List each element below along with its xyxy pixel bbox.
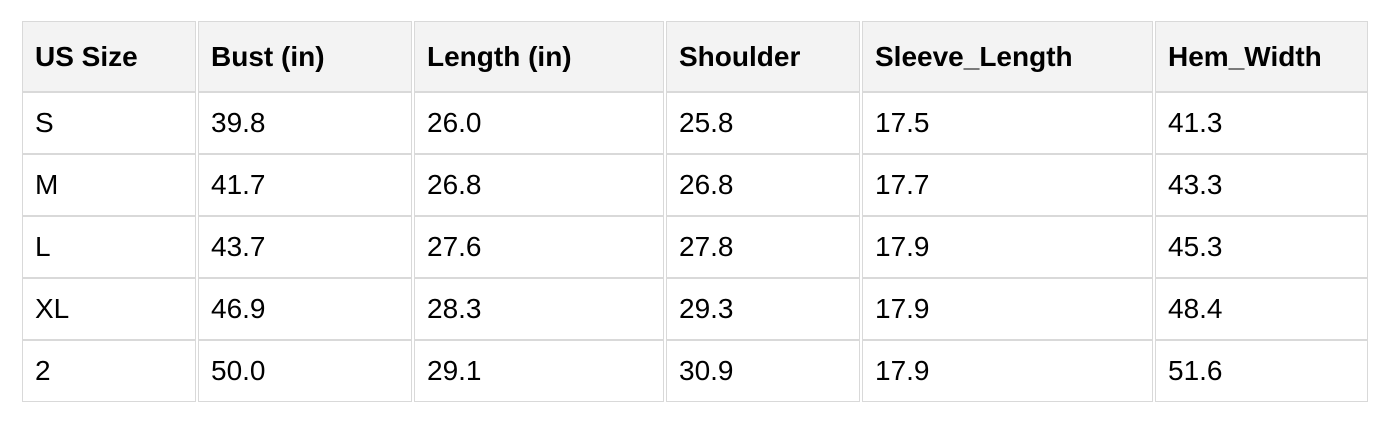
table-cell: 29.3 — [666, 278, 860, 340]
table-cell: 27.6 — [414, 216, 664, 278]
table-cell: 39.8 — [198, 92, 412, 154]
table-row: 2 50.0 29.1 30.9 17.9 51.6 — [22, 340, 1368, 402]
header-cell-hem-width: Hem_Width — [1155, 21, 1368, 92]
table-row: S 39.8 26.0 25.8 17.5 41.3 — [22, 92, 1368, 154]
table-cell: 43.7 — [198, 216, 412, 278]
table-cell: S — [22, 92, 196, 154]
table-row: XL 46.9 28.3 29.3 17.9 48.4 — [22, 278, 1368, 340]
table-row: M 41.7 26.8 26.8 17.7 43.3 — [22, 154, 1368, 216]
table-cell: 30.9 — [666, 340, 860, 402]
table-row: L 43.7 27.6 27.8 17.9 45.3 — [22, 216, 1368, 278]
table-cell: 17.9 — [862, 216, 1153, 278]
header-cell-bust: Bust (in) — [198, 21, 412, 92]
table-cell: M — [22, 154, 196, 216]
table-cell: 17.9 — [862, 278, 1153, 340]
table-cell: 25.8 — [666, 92, 860, 154]
table-cell: 50.0 — [198, 340, 412, 402]
table-cell: 41.7 — [198, 154, 412, 216]
header-cell-length: Length (in) — [414, 21, 664, 92]
table-cell: 45.3 — [1155, 216, 1368, 278]
table-cell: 2 — [22, 340, 196, 402]
table-cell: 41.3 — [1155, 92, 1368, 154]
header-cell-shoulder: Shoulder — [666, 21, 860, 92]
table-cell: 29.1 — [414, 340, 664, 402]
table-cell: 17.9 — [862, 340, 1153, 402]
header-cell-sleeve-length: Sleeve_Length — [862, 21, 1153, 92]
table-cell: 28.3 — [414, 278, 664, 340]
table-cell: 26.0 — [414, 92, 664, 154]
table-cell: 26.8 — [414, 154, 664, 216]
table-cell: 48.4 — [1155, 278, 1368, 340]
table-cell: 43.3 — [1155, 154, 1368, 216]
table-cell: 27.8 — [666, 216, 860, 278]
table-cell: XL — [22, 278, 196, 340]
table-cell: L — [22, 216, 196, 278]
table-cell: 17.7 — [862, 154, 1153, 216]
header-cell-us-size: US Size — [22, 21, 196, 92]
table-cell: 51.6 — [1155, 340, 1368, 402]
table-cell: 26.8 — [666, 154, 860, 216]
size-chart-table: US Size Bust (in) Length (in) Shoulder S… — [20, 21, 1370, 402]
table-cell: 46.9 — [198, 278, 412, 340]
header-row: US Size Bust (in) Length (in) Shoulder S… — [22, 21, 1368, 92]
table-cell: 17.5 — [862, 92, 1153, 154]
